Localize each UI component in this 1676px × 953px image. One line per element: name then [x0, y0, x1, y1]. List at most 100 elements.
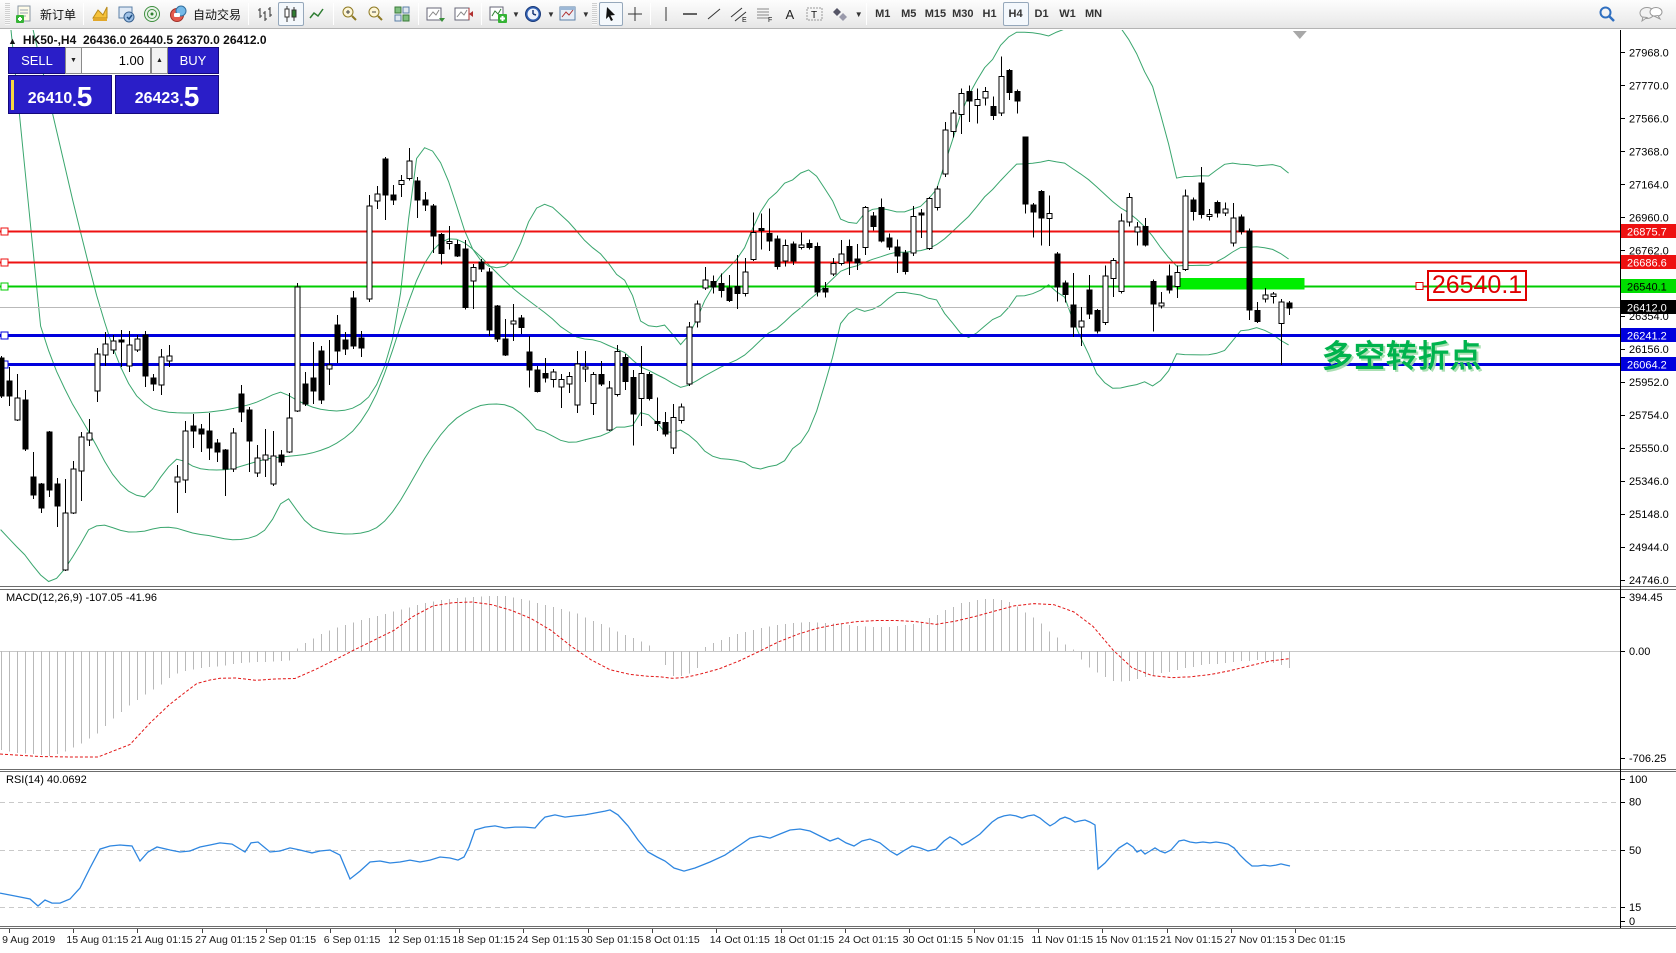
- autotrading-label[interactable]: 自动交易: [193, 7, 242, 22]
- svg-text:25754.0: 25754.0: [1629, 410, 1669, 422]
- vline-tool-icon[interactable]: [654, 2, 678, 26]
- svg-text:24746.0: 24746.0: [1629, 575, 1669, 587]
- date-axis[interactable]: 9 Aug 2019 15 Aug 01:15 21 Aug 01:15 27 Aug…: [2, 929, 1345, 946]
- channel-tool-icon[interactable]: E: [726, 2, 752, 26]
- templates-icon[interactable]: [555, 2, 581, 26]
- svg-text:2 Sep 01:15: 2 Sep 01:15: [259, 934, 316, 946]
- buy-button[interactable]: BUY: [168, 47, 219, 74]
- timeframe-mn[interactable]: MN: [1084, 8, 1103, 20]
- tile-windows-icon[interactable]: [389, 2, 415, 26]
- svg-text:27 Aug 01:15: 27 Aug 01:15: [195, 934, 257, 946]
- shapes-tool-icon[interactable]: [828, 2, 854, 26]
- autotrading-icon[interactable]: [165, 2, 191, 26]
- autoscroll-icon[interactable]: [422, 2, 450, 26]
- svg-text:15 Nov 01:15: 15 Nov 01:15: [1096, 934, 1159, 946]
- zoom-in-icon[interactable]: [337, 2, 363, 26]
- navigator-icon[interactable]: [139, 2, 165, 26]
- crosshair-icon[interactable]: [623, 2, 647, 26]
- indicators-caret[interactable]: ▼: [512, 9, 520, 19]
- timeframe-m1[interactable]: M1: [875, 8, 891, 20]
- buy-price-button[interactable]: 26423. 5: [115, 75, 219, 114]
- sell-price-main: 26410: [27, 90, 73, 107]
- data-window-icon[interactable]: [113, 2, 139, 26]
- ohlc-high: 26440.5: [129, 33, 174, 47]
- sell-price-frac: 5: [76, 81, 93, 112]
- sell-price-button[interactable]: 26410. 5: [8, 75, 112, 114]
- timeframe-h1[interactable]: H1: [982, 8, 997, 20]
- svg-text:26960.0: 26960.0: [1629, 212, 1669, 224]
- svg-text:8 Oct 01:15: 8 Oct 01:15: [645, 934, 699, 946]
- svg-text:14 Oct 01:15: 14 Oct 01:15: [710, 934, 770, 946]
- volume-increase-button[interactable]: ▲: [151, 47, 168, 74]
- chart-annotation-text[interactable]: 多空转折点: [1322, 339, 1482, 374]
- toolbar-separator: [481, 3, 483, 25]
- sell-button[interactable]: SELL: [8, 47, 65, 74]
- templates-caret[interactable]: ▼: [581, 9, 590, 19]
- toolbar-grip[interactable]: [591, 3, 597, 25]
- toolbar-grip[interactable]: [5, 3, 10, 25]
- candlestick-series[interactable]: [0, 56, 1293, 572]
- market-watch-icon[interactable]: [87, 2, 113, 26]
- svg-text:18 Oct 01:15: 18 Oct 01:15: [774, 934, 834, 946]
- svg-text:25148.0: 25148.0: [1629, 509, 1669, 521]
- toolbar-separator: [865, 3, 867, 25]
- chart-line-icon[interactable]: [304, 2, 330, 26]
- ohlc-open: 26436.0: [82, 33, 127, 47]
- buy-price-frac: 5: [183, 81, 200, 112]
- buy-price-main: 26423: [134, 90, 180, 107]
- price-tag-anchor[interactable]: [1415, 282, 1427, 291]
- svg-text:26412.0: 26412.0: [1627, 303, 1667, 315]
- periods-icon[interactable]: [520, 2, 546, 26]
- rsi-grid-lines: [0, 802, 1620, 908]
- timeframe-d1[interactable]: D1: [1034, 8, 1049, 20]
- volume-input[interactable]: 1.00: [82, 47, 151, 74]
- text-label-tool-icon[interactable]: T: [802, 2, 828, 26]
- timeframe-m5[interactable]: M5: [901, 8, 917, 20]
- chart-bars-icon[interactable]: [252, 2, 278, 26]
- cursor-icon[interactable]: [598, 2, 623, 26]
- highlight-zone-rect[interactable]: [1176, 278, 1305, 290]
- timeframe-h4[interactable]: H4: [1002, 2, 1029, 26]
- community-icon[interactable]: [1634, 2, 1666, 26]
- new-order-icon[interactable]: [12, 2, 38, 26]
- indicators-icon[interactable]: [485, 2, 511, 26]
- svg-text:80: 80: [1629, 797, 1641, 809]
- macd-label: MACD(12,26,9) -107.05 -41.96: [6, 592, 157, 604]
- fibonacci-tool-icon[interactable]: F: [752, 2, 778, 26]
- search-icon[interactable]: [1594, 2, 1620, 26]
- toolbar-separator: [649, 3, 651, 25]
- svg-text:-706.25: -706.25: [1629, 753, 1666, 765]
- timeframe-w1[interactable]: W1: [1059, 8, 1076, 20]
- svg-text:5 Nov 01:15: 5 Nov 01:15: [967, 934, 1024, 946]
- timeframe-m15[interactable]: M15: [924, 8, 947, 20]
- chart-candles-icon[interactable]: [278, 2, 305, 26]
- trendline-tool-icon[interactable]: [702, 2, 726, 26]
- timeframe-group: M1 M5 M15 M30 H1 H4 D1 W1 MN: [870, 2, 1107, 26]
- pane-separators[interactable]: [0, 586, 1676, 929]
- svg-text:21 Aug 01:15: 21 Aug 01:15: [131, 934, 193, 946]
- chart-shift-marker-icon: [1292, 31, 1307, 39]
- collapse-triangle-icon[interactable]: ▲: [8, 36, 17, 46]
- new-order-label[interactable]: 新订单: [40, 7, 77, 22]
- svg-text:24 Oct 01:15: 24 Oct 01:15: [838, 934, 898, 946]
- hline-tool-icon[interactable]: [678, 2, 702, 26]
- horizontal-level-lines[interactable]: [0, 227, 1620, 369]
- chart-shift-icon[interactable]: [450, 2, 478, 26]
- rsi-label: RSI(14) 40.0692: [6, 774, 87, 786]
- volume-decrease-button[interactable]: ▼: [65, 47, 82, 74]
- ohlc-close: 26412.0: [223, 33, 267, 47]
- zoom-out-icon[interactable]: [363, 2, 389, 26]
- price-axis[interactable]: 27968.0 27770.0 27566.0 27368.0 27164.0 26960…: [1620, 30, 1676, 928]
- periods-caret[interactable]: ▼: [546, 9, 555, 19]
- shapes-caret[interactable]: ▼: [854, 9, 863, 19]
- svg-text:26064.2: 26064.2: [1627, 360, 1667, 372]
- text-tool-icon[interactable]: A: [785, 6, 795, 22]
- svg-text:25346.0: 25346.0: [1629, 476, 1669, 488]
- symbol-ohlc-line: ▲ HK50-,H4 26436.0 26440.5 26370.0 26412.…: [8, 33, 267, 47]
- timeframe-m30[interactable]: M30: [952, 8, 974, 20]
- svg-text:27770.0: 27770.0: [1629, 80, 1669, 92]
- svg-text:E: E: [742, 17, 747, 23]
- price-level-tag[interactable]: 26540.1: [1427, 270, 1527, 301]
